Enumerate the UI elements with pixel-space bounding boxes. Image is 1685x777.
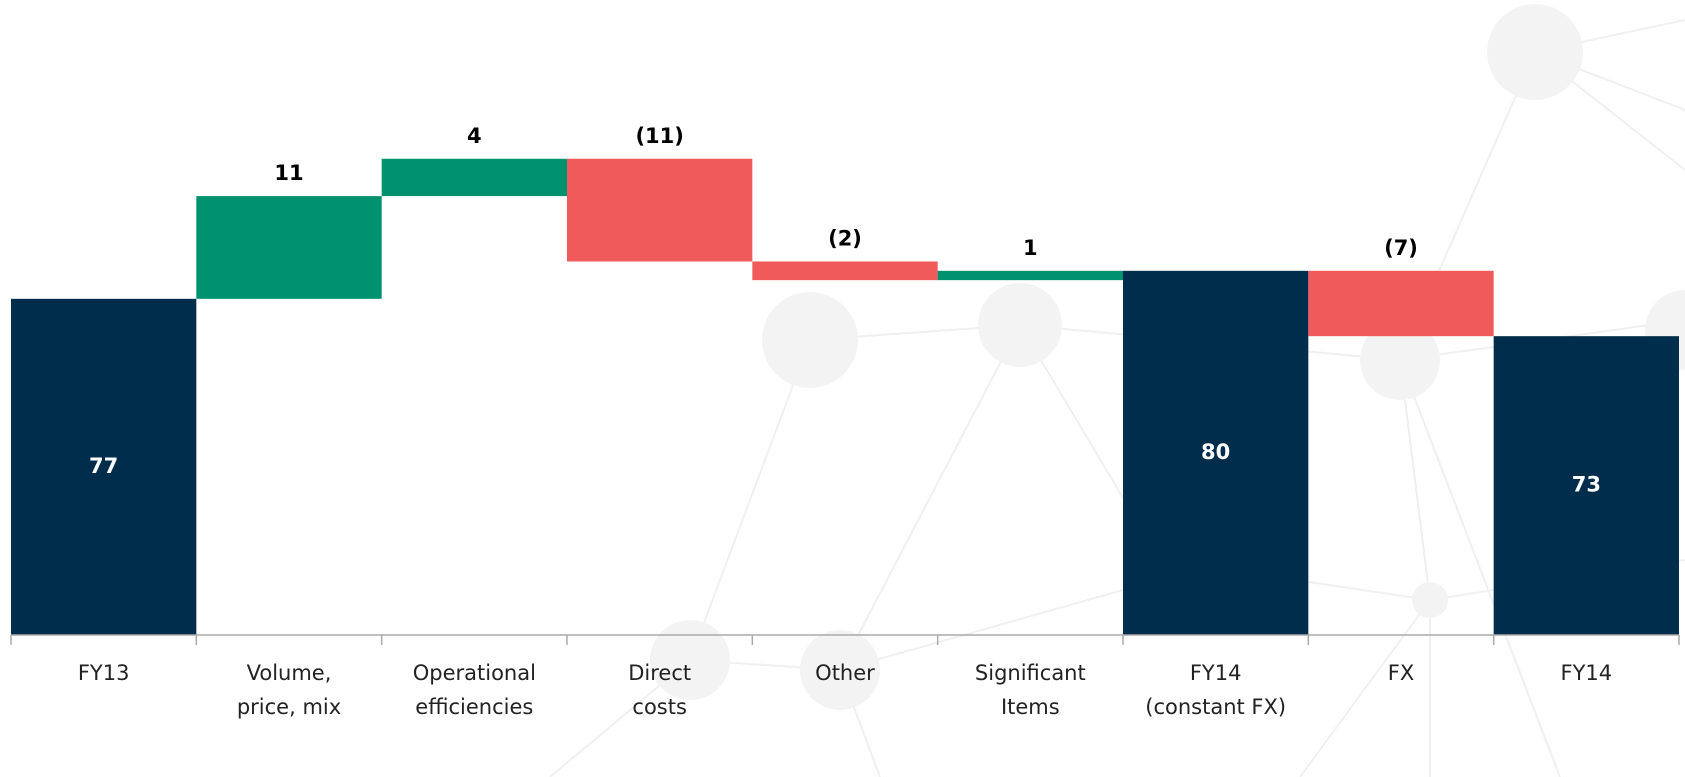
bar xyxy=(381,158,567,197)
x-tick-label: FY13 xyxy=(78,661,130,685)
value-label: (2) xyxy=(828,226,862,250)
x-tick-label: Items xyxy=(1001,695,1060,719)
x-tick-label: Operational xyxy=(413,661,536,685)
x-tick-label: FX xyxy=(1388,661,1414,685)
bar xyxy=(1123,270,1309,635)
x-tick-label: price, mix xyxy=(237,695,341,719)
bar xyxy=(196,196,382,299)
bar xyxy=(567,158,753,262)
x-tick-label: FY14 xyxy=(1561,661,1613,685)
value-label: 80 xyxy=(1201,440,1230,464)
x-tick-label: Direct xyxy=(628,661,691,685)
x-tick-label: Other xyxy=(815,661,875,685)
value-label: (7) xyxy=(1384,236,1418,260)
bar xyxy=(1308,270,1494,337)
x-tick-label: efficiencies xyxy=(415,695,533,719)
x-tick-label: FY14 xyxy=(1190,661,1242,685)
value-label: 4 xyxy=(467,124,482,148)
value-label: 1 xyxy=(1023,236,1038,260)
x-tick-label: costs xyxy=(632,695,687,719)
value-label: (11) xyxy=(635,124,683,148)
value-label: 77 xyxy=(89,454,118,478)
bar xyxy=(752,261,938,281)
x-tick-label: Volume, xyxy=(247,661,332,685)
bar xyxy=(937,270,1123,281)
value-label: 11 xyxy=(274,161,303,185)
x-tick-label: (constant FX) xyxy=(1145,695,1286,719)
x-tick-label: Significant xyxy=(975,661,1086,685)
value-label: 73 xyxy=(1572,473,1601,497)
bar xyxy=(11,298,197,635)
bar xyxy=(1493,336,1679,635)
